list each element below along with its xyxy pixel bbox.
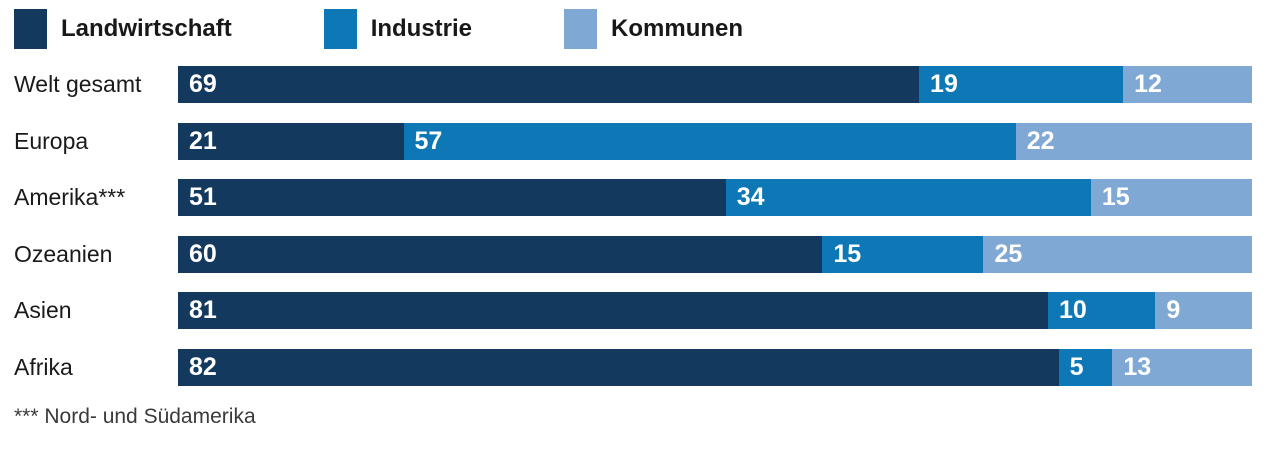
stacked-bar: 21 57 22 <box>178 122 1252 160</box>
chart-rows: Welt gesamt 69 19 12 Europa 21 57 22 Amerika*** 5… <box>14 66 1252 386</box>
category-label: Afrika <box>14 353 73 380</box>
bar-segment-kommunen: 15 <box>1090 179 1252 216</box>
bar-segment-industrie: 15 <box>822 235 984 273</box>
segment-value: 22 <box>1026 126 1055 155</box>
stacked-bar: 51 34 15 <box>178 179 1252 216</box>
chart-row: Welt gesamt 69 19 12 <box>14 66 1252 103</box>
segment-value: 9 <box>1166 296 1181 324</box>
bar-segment-landwirtschaft: 82 <box>178 348 1059 386</box>
chart-row: Europa 21 57 22 <box>14 122 1252 160</box>
stacked-bar: 81 10 9 <box>178 292 1252 329</box>
category-label: Ozeanien <box>14 240 113 267</box>
category-label: Welt gesamt <box>14 71 142 97</box>
category-label: Amerika*** <box>14 184 126 210</box>
segment-value: 81 <box>189 296 217 324</box>
segment-value: 21 <box>189 126 217 155</box>
segment-value: 51 <box>189 183 217 211</box>
bar-segment-kommunen: 22 <box>1015 122 1252 160</box>
legend-item-landwirtschaft: Landwirtschaft <box>14 9 232 49</box>
chart-row: Amerika*** 51 34 15 <box>14 179 1252 216</box>
bar-segment-kommunen: 9 <box>1155 292 1252 329</box>
legend-swatch <box>323 9 357 49</box>
segment-value: 34 <box>736 183 765 211</box>
bar-segment-landwirtschaft: 21 <box>178 122 404 160</box>
segment-value: 15 <box>833 239 862 268</box>
chart-row: Asien 81 10 9 <box>14 292 1252 329</box>
legend-swatch <box>14 9 47 49</box>
legend-swatch <box>564 9 598 49</box>
chart-row: Afrika 82 5 13 <box>14 348 1252 386</box>
bar-segment-kommunen: 25 <box>983 235 1252 273</box>
segment-value: 5 <box>1069 352 1084 381</box>
stacked-bar: 60 15 25 <box>178 235 1252 273</box>
bar-segment-kommunen: 13 <box>1112 348 1252 386</box>
bar-segment-industrie: 19 <box>919 66 1124 103</box>
stacked-bar: 82 5 13 <box>178 348 1252 386</box>
legend-item-industrie: Industrie <box>323 9 473 49</box>
segment-value: 12 <box>1134 70 1162 98</box>
segment-value: 57 <box>414 126 443 155</box>
legend-label: Industrie <box>370 15 473 42</box>
chart-row: Ozeanien 60 15 25 <box>14 235 1252 273</box>
bar-segment-industrie: 57 <box>403 122 1016 160</box>
bar-segment-kommunen: 12 <box>1123 66 1252 103</box>
category-label: Asien <box>14 297 72 323</box>
segment-value: 19 <box>930 70 958 98</box>
bar-segment-landwirtschaft: 60 <box>178 235 823 273</box>
legend-label: Landwirtschaft <box>61 15 232 42</box>
legend-item-kommunen: Kommunen <box>564 9 743 49</box>
bar-segment-landwirtschaft: 51 <box>178 179 726 216</box>
chart-legend: Landwirtschaft Industrie Kommunen <box>14 8 1252 50</box>
segment-value: 60 <box>189 239 217 268</box>
bar-segment-industrie: 10 <box>1047 292 1156 329</box>
stacked-bar: 69 19 12 <box>178 66 1252 103</box>
segment-value: 69 <box>189 70 217 98</box>
legend-label: Kommunen <box>611 15 744 42</box>
segment-value: 10 <box>1058 296 1087 324</box>
category-label: Europa <box>14 127 89 154</box>
segment-value: 15 <box>1101 183 1130 211</box>
segment-value: 25 <box>994 239 1023 268</box>
bar-segment-landwirtschaft: 81 <box>178 292 1048 329</box>
bar-segment-industrie: 34 <box>725 179 1091 216</box>
bar-segment-landwirtschaft: 69 <box>178 66 920 103</box>
segment-value: 82 <box>189 352 217 381</box>
chart-footnote: *** Nord- und Südamerika <box>14 405 256 428</box>
segment-value: 13 <box>1123 352 1152 381</box>
bar-segment-industrie: 5 <box>1058 348 1113 386</box>
